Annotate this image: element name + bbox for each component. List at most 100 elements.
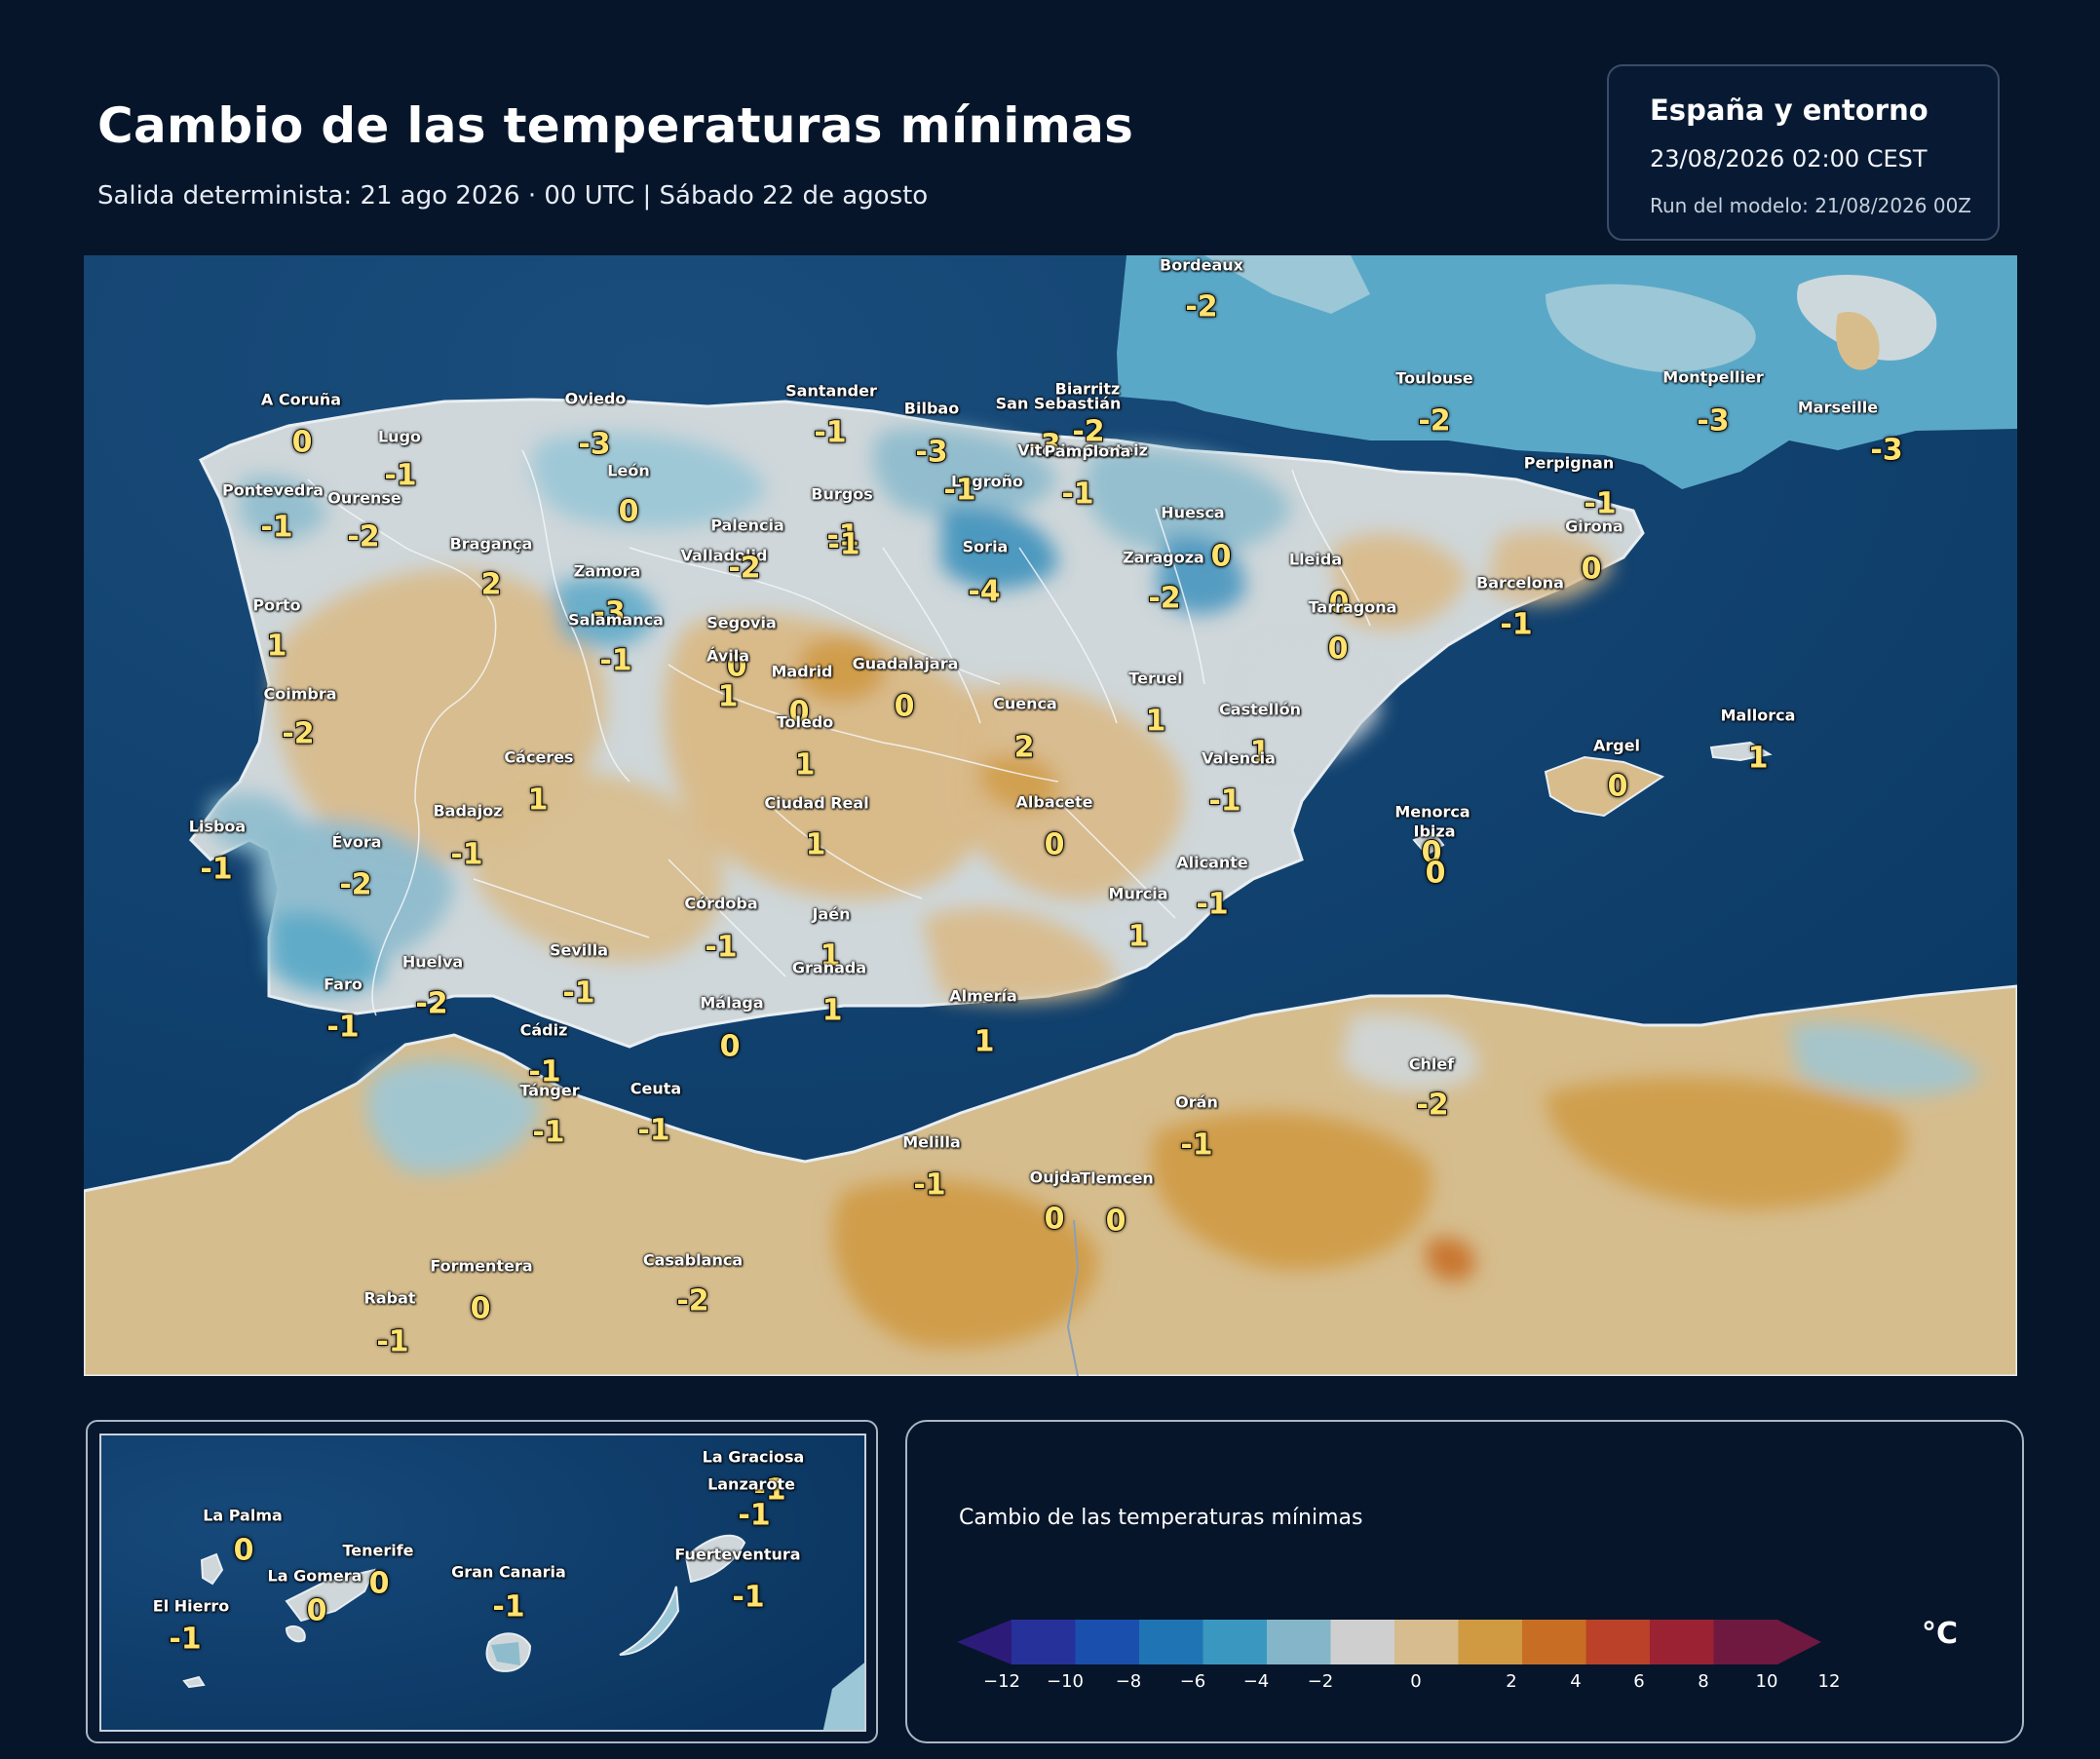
city-label-valladolid: Valladolid xyxy=(680,546,768,565)
city-label-logrono: Logroño xyxy=(951,472,1023,491)
temp-value-zaragoza: -2 xyxy=(1147,581,1181,617)
island-value-la-gomera: 0 xyxy=(306,1593,328,1629)
city-label-perpignan: Perpignan xyxy=(1523,453,1615,473)
map-subtitle: Salida determinista: 21 ago 2026 · 00 UT… xyxy=(97,181,929,210)
temp-value-soria: -4 xyxy=(967,574,1001,610)
temp-value-pamplona: -1 xyxy=(1060,477,1094,513)
city-label-rabat: Rabat xyxy=(363,1288,416,1308)
city-label-teruel: Teruel xyxy=(1128,669,1183,688)
canarias-inset[interactable]: La Graciosa -1 Lanzarote -1 Fuerteventura -1 L… xyxy=(86,1420,878,1743)
colorbar-tick: −2 xyxy=(1307,1671,1334,1692)
city-label-biarritz: Biarritz xyxy=(1054,379,1121,399)
temp-value-lugo: -1 xyxy=(383,458,417,494)
city-label-tarragona: Tarragona xyxy=(1308,597,1397,617)
colorbar-segment xyxy=(1267,1620,1331,1664)
city-label-sevilla: Sevilla xyxy=(549,940,609,960)
island-value-lanzarote: -1 xyxy=(737,1498,771,1534)
city-label-barcelona: Barcelona xyxy=(1476,573,1564,593)
africa-land xyxy=(84,984,2017,1376)
city-label-casablanca: Casablanca xyxy=(642,1250,744,1270)
france-land xyxy=(1117,255,2017,489)
city-label-castellon: Castellón xyxy=(1219,700,1301,719)
temp-value-marseille: -3 xyxy=(1869,433,1903,469)
fuerteventura-shape xyxy=(619,1586,680,1656)
colorbar-segment xyxy=(957,1620,1012,1664)
colorbar-tick: −8 xyxy=(1115,1671,1142,1692)
colorbar xyxy=(957,1620,1821,1664)
city-label-palencia: Palencia xyxy=(710,516,784,535)
city-label-ciudad-real: Ciudad Real xyxy=(764,793,869,813)
temp-value-oujda: 0 xyxy=(1044,1202,1066,1238)
la-palma-shape xyxy=(200,1552,224,1586)
colorbar-tick: 8 xyxy=(1698,1671,1709,1692)
province-borders xyxy=(307,449,1371,1016)
temp-value-caceres: 1 xyxy=(527,783,550,819)
temp-value-san-sebastian: -3 xyxy=(1027,428,1061,464)
city-label-chlef: Chlef xyxy=(1408,1054,1455,1074)
temp-value-girona: 0 xyxy=(1581,552,1603,588)
temp-value-ceuta: -1 xyxy=(636,1113,670,1149)
temp-value-bilbao: -3 xyxy=(914,435,948,471)
island-label-tenerife: Tenerife xyxy=(342,1541,414,1560)
city-label-guadalajara: Guadalajara xyxy=(852,654,959,673)
city-label-argel: Argel xyxy=(1592,736,1641,755)
temp-value-mallorca: 1 xyxy=(1747,741,1770,777)
temp-value-biarritz: -2 xyxy=(1071,414,1105,450)
city-label-malaga: Málaga xyxy=(700,993,764,1013)
city-label-toledo: Toledo xyxy=(776,712,834,732)
temp-value-castellon: 1 xyxy=(1249,735,1272,771)
city-label-cuenca: Cuenca xyxy=(993,694,1057,713)
city-label-oviedo: Oviedo xyxy=(564,389,627,408)
temp-value-bordeaux: -2 xyxy=(1184,289,1218,325)
temp-value-alicante: -1 xyxy=(1195,887,1229,923)
island-value-la-palma: 0 xyxy=(233,1533,255,1569)
temp-value-ibiza: 0 xyxy=(1425,856,1447,892)
temp-value-almeria: 1 xyxy=(974,1024,996,1060)
tenerife-shape xyxy=(285,1568,376,1623)
island-label-fuerteventura: Fuerteventura xyxy=(674,1545,801,1564)
colorbar-segment xyxy=(1012,1620,1076,1664)
city-label-alicante: Alicante xyxy=(1176,853,1248,872)
city-label-badajoz: Badajoz xyxy=(433,801,503,821)
legend-title: Cambio de las temperaturas mínimas xyxy=(959,1506,1363,1530)
temp-value-malaga: 0 xyxy=(719,1029,742,1065)
colorbar-segment xyxy=(1585,1620,1651,1664)
city-label-tlemcen: Tlemcen xyxy=(1080,1168,1154,1188)
temp-value-guadalajara: 0 xyxy=(894,689,916,725)
city-label-burgos: Burgos xyxy=(811,484,873,504)
temp-value-rabat: -1 xyxy=(375,1324,409,1360)
city-label-melilla: Melilla xyxy=(902,1132,961,1152)
main-map[interactable]: Bordeaux -2 Toulouse -2 Montpellier -3 Marseil… xyxy=(84,255,2017,1376)
temp-value-perpignan: -1 xyxy=(1583,486,1617,522)
temp-value-faro: -1 xyxy=(325,1010,360,1046)
island-label-gran-canaria: Gran Canaria xyxy=(451,1562,566,1582)
island-label-el-hierro: El Hierro xyxy=(152,1596,230,1616)
colorbar-segment xyxy=(1203,1620,1268,1664)
colorbar-segment xyxy=(1522,1620,1586,1664)
city-label-oujda: Oujda xyxy=(1029,1167,1082,1187)
header: Cambio de las temperaturas mínimas Salid… xyxy=(0,0,2100,255)
temp-value-lisboa: -1 xyxy=(199,852,233,888)
city-label-tanger: Tánger xyxy=(519,1081,580,1100)
colorbar-tick: 12 xyxy=(1817,1671,1841,1692)
colorbar-tick: −4 xyxy=(1242,1671,1270,1692)
colorbar-tick: −12 xyxy=(983,1671,1020,1692)
city-label-huelva: Huelva xyxy=(401,952,464,972)
city-label-cadiz: Cádiz xyxy=(519,1020,568,1040)
temp-value-logrono: -1 xyxy=(942,473,976,509)
city-label-porto: Porto xyxy=(252,595,301,615)
temp-value-barcelona: -1 xyxy=(1499,607,1533,643)
city-label-montpellier: Montpellier xyxy=(1662,367,1764,387)
map-canvas xyxy=(84,255,2017,1376)
island-label-la-graciosa: La Graciosa xyxy=(702,1447,805,1467)
city-label-salamanca: Salamanca xyxy=(568,610,664,630)
temp-value-porto: 1 xyxy=(266,629,288,665)
city-label-lleida: Lleida xyxy=(1288,550,1343,569)
city-label-madrid: Madrid xyxy=(771,662,833,681)
temp-value-braganca: 2 xyxy=(480,567,503,603)
lanzarote-shape xyxy=(684,1534,746,1584)
temp-value-tarragona: 0 xyxy=(1327,631,1350,668)
city-label-almeria: Almería xyxy=(949,986,1017,1006)
colorbar-segment xyxy=(1650,1620,1714,1664)
temp-value-huelva: -2 xyxy=(414,986,448,1022)
